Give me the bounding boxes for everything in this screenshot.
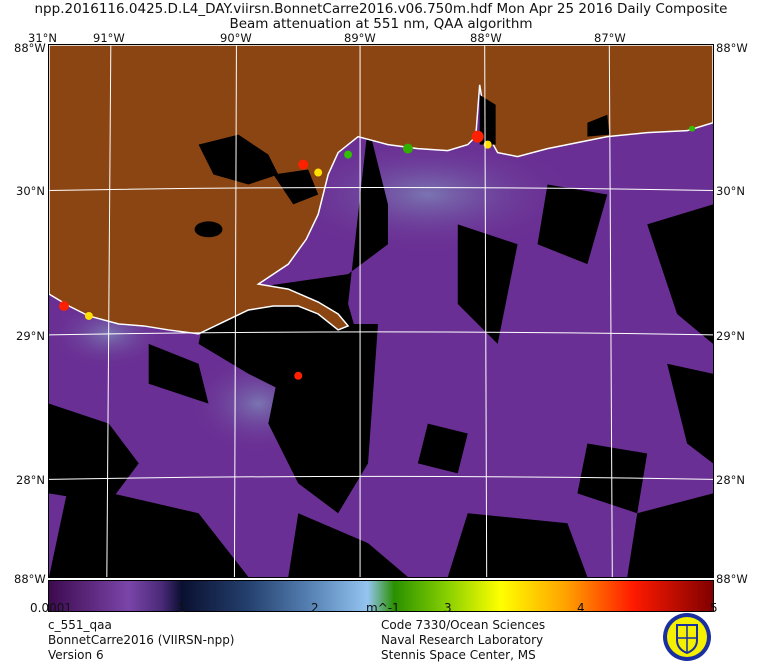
graticule	[49, 45, 713, 577]
colorbar-units: m^-1	[366, 601, 400, 615]
lon-label: 90°W	[220, 31, 252, 45]
corner-label: 31°N	[28, 31, 57, 45]
lon-label: 87°W	[594, 31, 626, 45]
cloud-mask	[49, 124, 713, 577]
lat-label: 29°N	[716, 329, 745, 343]
lake	[194, 94, 610, 238]
colorbar-tick: 4	[577, 601, 585, 615]
lat-label: 30°N	[16, 184, 45, 198]
nrl-logo	[663, 613, 711, 661]
land	[49, 45, 713, 335]
lon-label: 88°W	[470, 31, 502, 45]
sediment-plume	[278, 134, 578, 255]
colorbar-tick: 5	[710, 601, 718, 615]
dataset-name: BonnetCarre2016 (VIIRSN-npp)	[48, 633, 235, 647]
org-code: Code 7330/Ocean Sciences	[381, 618, 546, 632]
org-location: Stennis Space Center, MS	[381, 648, 536, 662]
lat-label: 29°N	[16, 329, 45, 343]
title-line-2: Beam attenuation at 551 nm, QAA algorith…	[229, 16, 533, 32]
satellite-map	[48, 44, 714, 578]
colorbar-tick: 1	[178, 601, 186, 615]
lon-label: 91°W	[93, 31, 125, 45]
corner-label: 88°W	[716, 41, 748, 55]
colorbar-tick: 0.0001	[30, 601, 72, 615]
product-name: c_551_qaa	[48, 618, 112, 632]
high-turbidity	[58, 125, 696, 380]
lon-label: 89°W	[344, 31, 376, 45]
org-name: Naval Research Laboratory	[381, 633, 544, 647]
corner-label: 88°W	[14, 572, 46, 586]
title-line-1: npp.2016116.0425.D.L4_DAY.viirsn.BonnetC…	[34, 1, 728, 17]
corner-label: 88°W	[14, 41, 46, 55]
corner-label: 88°W	[716, 572, 748, 586]
colorbar-tick: 3	[444, 601, 452, 615]
colorbar-tick: 2	[311, 601, 319, 615]
version: Version 6	[48, 648, 104, 662]
lat-label: 28°N	[16, 473, 45, 487]
lat-label: 30°N	[716, 184, 745, 198]
colorbar	[48, 580, 714, 612]
lat-label: 28°N	[716, 473, 745, 487]
